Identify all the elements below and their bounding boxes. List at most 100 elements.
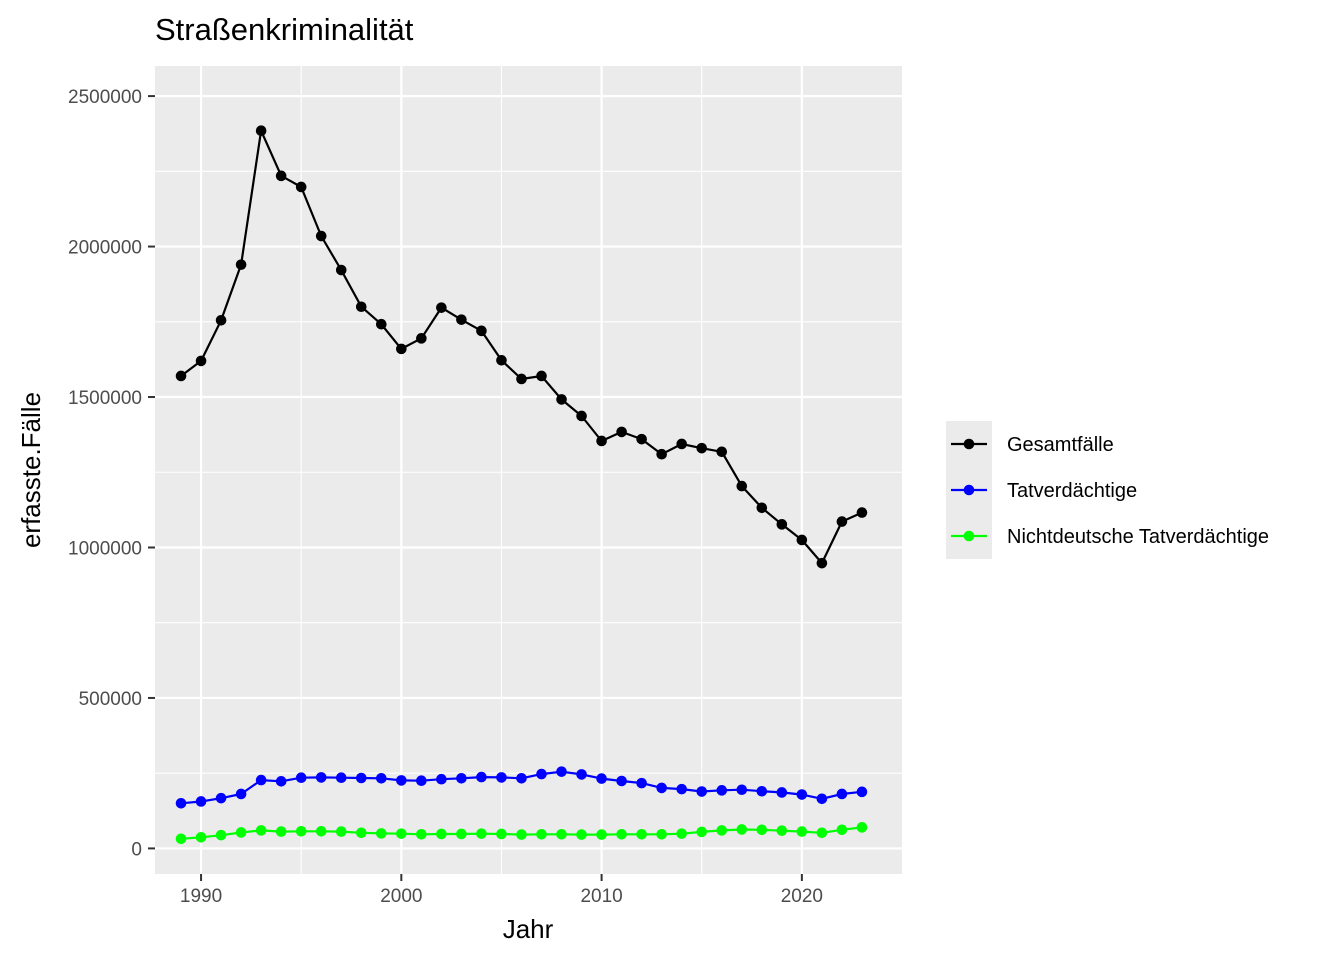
data-point [796,826,808,837]
data-point [215,792,227,804]
y-tick-label: 2000000 [68,238,142,259]
data-point [416,333,427,344]
data-point [476,325,487,337]
data-point [376,318,387,330]
data-point [295,825,307,837]
data-point [716,825,728,836]
legend-label: Nichtdeutsche Tatverdächtige [1007,526,1269,548]
legend-label: Gesamtfälle [1007,434,1114,456]
data-point [456,314,467,325]
data-point [676,783,688,795]
data-point [836,824,848,836]
y-axis-title: erfasste.Fälle [16,392,46,548]
data-point [496,772,507,783]
data-point [756,785,768,797]
data-point [396,828,407,839]
data-point [195,796,207,807]
data-point [656,828,667,840]
y-tick-label: 500000 [79,689,142,710]
data-point [416,828,427,840]
data-point [436,828,447,840]
data-point [776,787,788,798]
data-point [195,831,207,843]
data-point [355,301,367,313]
data-point [235,788,247,800]
y-tick-label: 2500000 [68,87,142,108]
series-layer [175,125,868,845]
data-point [776,825,788,836]
data-point [295,772,307,784]
data-point [496,828,507,840]
data-point [215,829,227,841]
x-axis: 1990 2000 2010 2020 [180,874,823,907]
data-point [796,789,808,800]
data-point [576,410,587,422]
data-point [436,302,447,313]
data-point [596,773,607,784]
data-point [355,827,367,839]
y-tick-label: 0 [131,839,142,860]
data-point [736,784,748,796]
x-tick-label: 2010 [580,886,622,907]
data-point [856,822,868,833]
data-point [556,828,567,840]
data-point [856,786,868,798]
data-point [396,343,407,355]
data-point [175,797,187,809]
data-point [275,170,287,182]
data-point [235,259,247,270]
data-point [255,774,267,786]
data-point [736,480,748,492]
data-point [836,788,848,800]
data-point [255,125,267,137]
data-point [255,825,267,836]
data-point [696,442,708,454]
data-point [396,775,407,786]
data-point [376,773,387,784]
data-point [335,826,347,837]
data-point [335,772,347,784]
data-point [696,786,708,797]
data-point [576,829,587,840]
data-point [195,355,207,367]
data-point [315,825,327,837]
x-tick-label: 2020 [781,886,823,907]
x-axis-title: Jahr [503,914,554,944]
data-point [816,793,828,805]
data-point [616,426,627,438]
data-point [175,370,187,382]
legend-key-point [963,438,975,450]
data-point [416,775,427,787]
data-point [536,370,547,382]
data-point [516,373,527,385]
data-point [796,534,808,546]
data-point [576,769,587,780]
data-point [656,782,667,794]
data-point [556,394,567,405]
data-point [776,519,788,530]
data-point [716,446,728,458]
data-point [335,264,347,276]
data-point [476,771,487,783]
data-point [235,827,247,838]
data-point [716,785,728,796]
data-point [856,507,868,518]
data-point [556,766,567,777]
data-point [315,772,327,783]
data-point [516,829,527,840]
y-tick-label: 1500000 [68,388,142,409]
legend-key-point [963,484,975,496]
data-point [596,435,607,447]
data-point [736,824,748,835]
legend-key-point [963,530,975,542]
data-point [636,433,647,445]
data-point [836,516,848,527]
grid-major [155,66,902,874]
grid-minor [155,66,902,874]
data-point [696,826,708,838]
data-point [456,773,467,784]
data-point [676,438,688,450]
data-point [676,828,688,839]
legend: Gesamtfälle Tatverdächtige Nichtdeutsche T… [946,421,1269,559]
